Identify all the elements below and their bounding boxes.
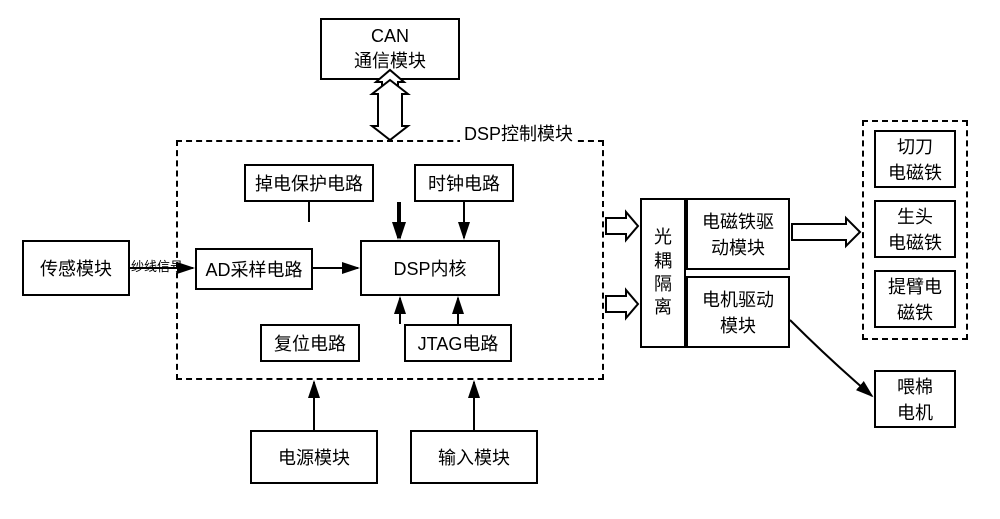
dsp-core: DSP内核: [360, 240, 500, 296]
motor-drv-label: 电机驱动 模块: [702, 286, 774, 338]
jtag-circuit: JTAG电路: [404, 324, 512, 362]
arm-solenoid: 提臂电 磁铁: [874, 270, 956, 328]
solenoid-driver: 电磁铁驱 动模块: [686, 198, 790, 270]
cutter-label: 切刀 电磁铁: [888, 133, 942, 185]
power-module: 电源模块: [250, 430, 378, 484]
arm-label: 提臂电 磁铁: [888, 273, 942, 325]
can-label: CAN 通信模块: [354, 26, 426, 73]
input-label: 输入模块: [438, 444, 510, 470]
feed-motor: 喂棉 电机: [874, 370, 956, 428]
ad-sampling: AD采样电路: [195, 248, 313, 290]
dsp-core-label: DSP内核: [393, 255, 466, 281]
ad-label: AD采样电路: [205, 256, 302, 282]
cutter-solenoid: 切刀 电磁铁: [874, 130, 956, 188]
jtag-label: JTAG电路: [418, 330, 499, 356]
input-module: 输入模块: [410, 430, 538, 484]
sense-label: 传感模块: [40, 255, 112, 281]
solenoid-label: 电磁铁驱 动模块: [702, 208, 774, 260]
clock-circuit: 时钟电路: [414, 164, 514, 202]
powerloss-label: 掉电保护电路: [255, 170, 363, 196]
reset-label: 复位电路: [274, 330, 346, 356]
opto-isolation: 光 耦 隔 离: [640, 198, 686, 348]
can-module: CAN 通信模块: [320, 18, 460, 80]
sense-module: 传感模块: [22, 240, 130, 296]
reset-circuit: 复位电路: [260, 324, 360, 362]
motor-driver: 电机驱动 模块: [686, 276, 790, 348]
head-solenoid: 生头 电磁铁: [874, 200, 956, 258]
clock-label: 时钟电路: [428, 170, 500, 196]
feed-label: 喂棉 电机: [897, 373, 933, 425]
head-label: 生头 电磁铁: [888, 203, 942, 255]
yarn-signal-label: 纱线信号: [131, 256, 183, 275]
powerloss-protect: 掉电保护电路: [244, 164, 374, 202]
opto-label: 光 耦 隔 离: [654, 226, 672, 320]
power-label: 电源模块: [278, 444, 350, 470]
dsp-module-title: DSP控制模块: [460, 120, 577, 146]
